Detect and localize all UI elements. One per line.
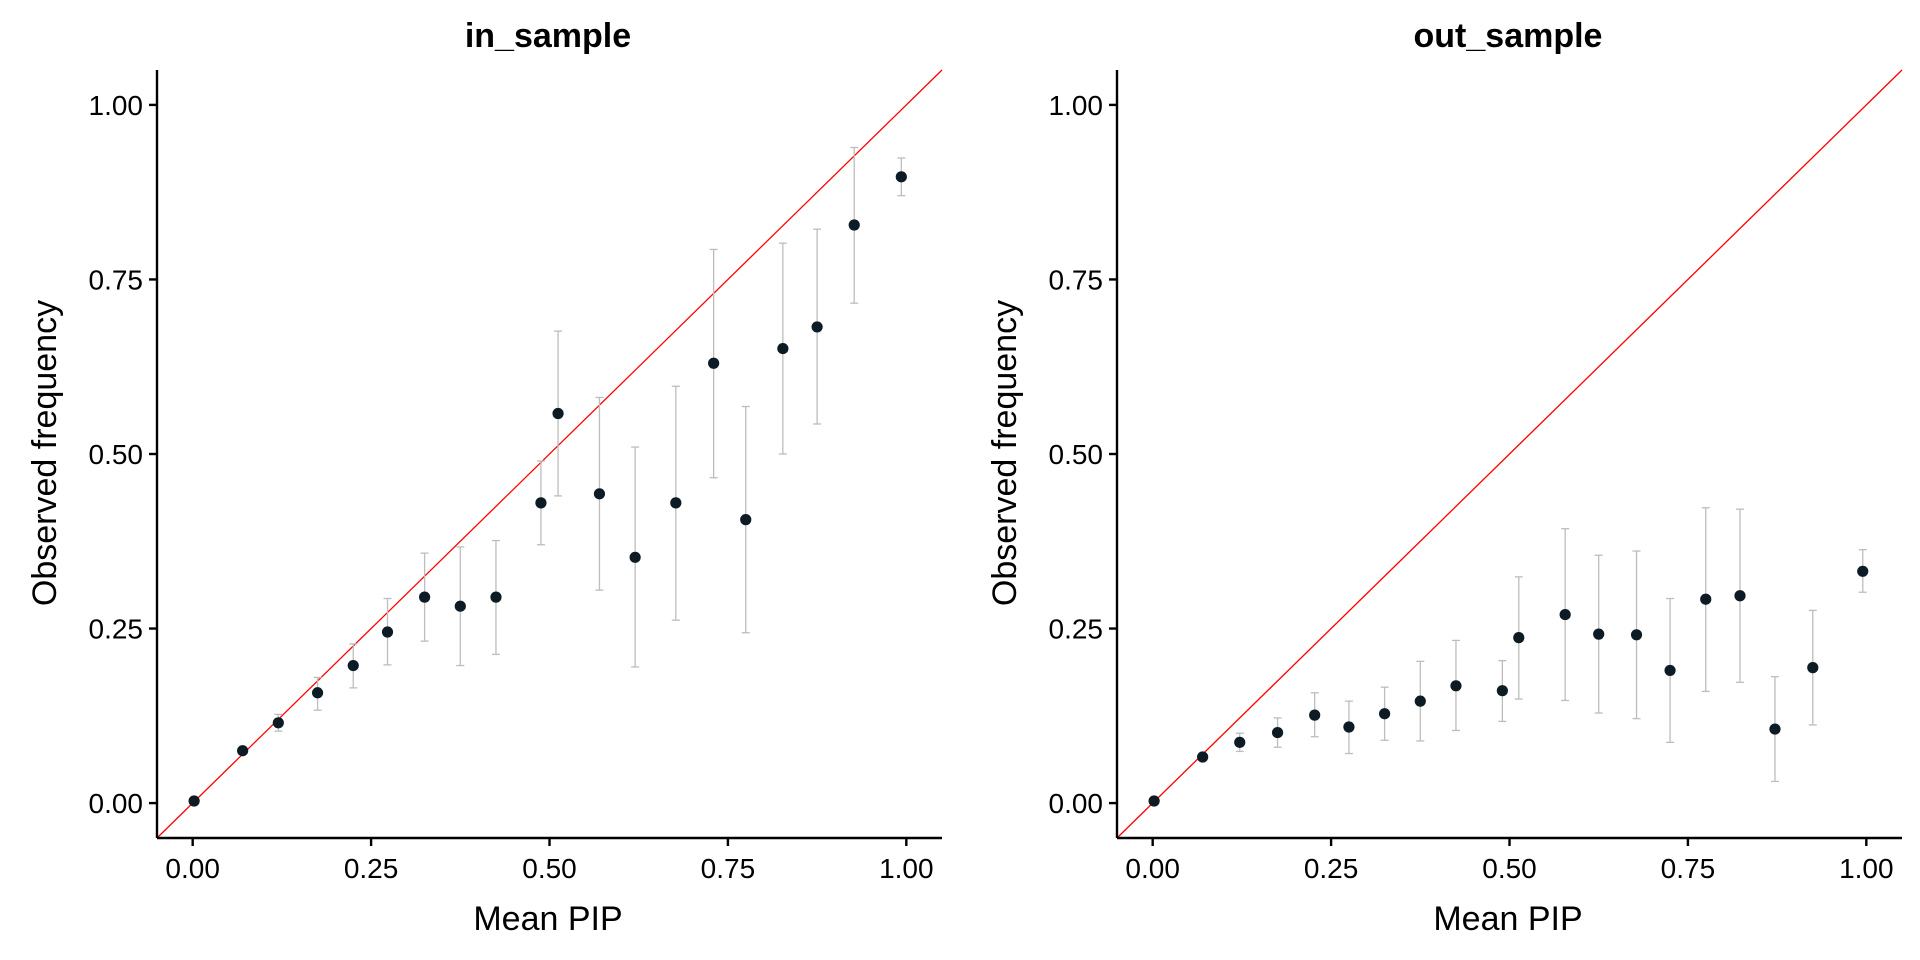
plot-area: 0.00 0.25 0.50 0.75 1.00 0.00 0.25 0.50 0.75 1.00 (1049, 69, 1903, 884)
x-tick-label: 1.00 (879, 853, 934, 884)
data-point (1309, 709, 1321, 721)
panel-out-sample: out_sample Mean PIP Observed frequency 0… (986, 17, 1903, 938)
data-point (895, 171, 907, 183)
data-point (1630, 629, 1643, 641)
x-tick-label: 0.50 (1482, 853, 1537, 884)
data-point (593, 488, 606, 500)
x-tick-label: 0.75 (1661, 853, 1716, 884)
data-point (811, 321, 823, 333)
y-tick-label: 0.25 (89, 614, 144, 645)
x-axis-title: Mean PIP (1433, 900, 1582, 938)
x-tick-label: 0.50 (522, 853, 577, 884)
y-tick-label: 0.50 (1049, 439, 1104, 470)
data-point (708, 357, 720, 369)
x-tick-label: 0.25 (1304, 853, 1359, 884)
data-point (237, 745, 249, 757)
y-tick-label: 1.00 (89, 90, 144, 121)
data-point (1414, 695, 1426, 707)
data-point (347, 659, 359, 672)
data-point (1593, 628, 1605, 640)
data-point (490, 591, 502, 603)
data-point (1343, 721, 1355, 733)
data-point (1857, 565, 1869, 577)
data-point (848, 219, 860, 231)
data-point (1271, 726, 1284, 739)
reference-line (1116, 69, 1903, 839)
data-point (1148, 795, 1160, 807)
data-point (419, 591, 431, 603)
y-axis-title: Observed frequency (26, 300, 64, 606)
data-point (454, 600, 466, 612)
panel-title: in_sample (465, 17, 631, 55)
y-tick-label: 0.25 (1049, 614, 1104, 645)
x-tick-label: 0.00 (165, 853, 220, 884)
y-tick-label: 0.75 (1049, 264, 1104, 295)
y-tick-label: 0.75 (89, 264, 144, 295)
y-tick-label: 1.00 (1049, 90, 1104, 121)
data-point (777, 342, 789, 355)
y-tick-label: 0.00 (89, 788, 144, 819)
panel-in-sample: in_sample Mean PIP Observed frequency 0.… (26, 17, 943, 938)
data-point (670, 497, 682, 509)
data-point (1513, 632, 1525, 644)
data-point (1734, 590, 1746, 602)
data-point (1197, 751, 1209, 763)
data-point (1664, 664, 1676, 677)
data-point (1234, 736, 1246, 748)
data-point (381, 626, 394, 638)
x-axis-title: Mean PIP (473, 900, 622, 938)
x-tick-label: 0.75 (701, 853, 756, 884)
y-tick-label: 0.00 (1049, 788, 1104, 819)
data-point (552, 407, 564, 420)
panel-title: out_sample (1414, 17, 1603, 55)
data-point (1496, 685, 1508, 697)
data-point (1559, 608, 1571, 621)
data-point (1807, 662, 1819, 674)
data-point (272, 717, 284, 729)
plot-area: 0.00 0.25 0.50 0.75 1.00 0.00 0.25 0.50 0.75 1.00 (89, 69, 943, 884)
data-point (1379, 708, 1391, 720)
data-point (740, 514, 752, 526)
data-point (629, 551, 641, 563)
y-axis-title: Observed frequency (986, 300, 1024, 606)
data-point (188, 795, 200, 807)
reference-line (156, 69, 943, 839)
x-tick-label: 1.00 (1839, 853, 1894, 884)
data-point (1769, 723, 1781, 735)
data-point (1450, 680, 1462, 692)
x-tick-label: 0.25 (344, 853, 399, 884)
y-tick-label: 0.50 (89, 439, 144, 470)
data-point (311, 687, 324, 699)
data-point (1700, 593, 1712, 605)
x-tick-label: 0.00 (1125, 853, 1180, 884)
data-point (535, 497, 547, 509)
